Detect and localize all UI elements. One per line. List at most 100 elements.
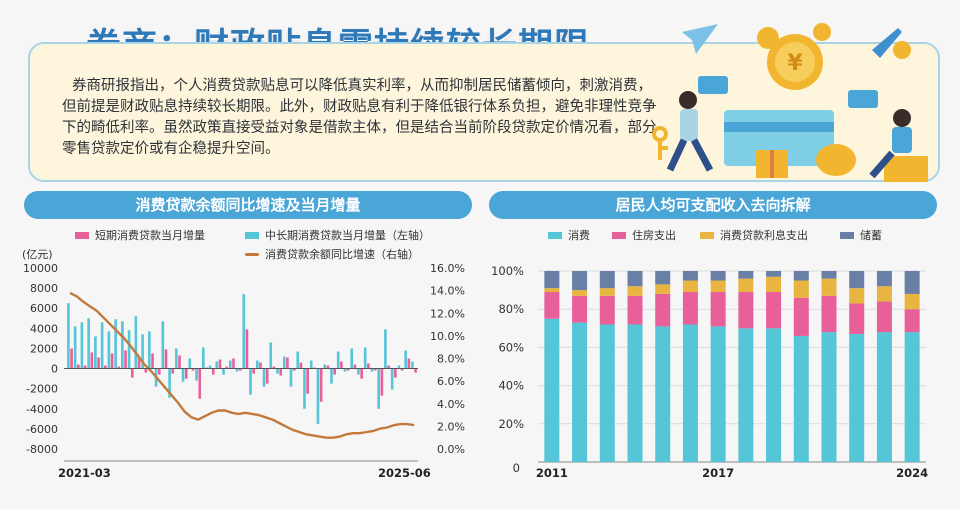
left-axis-unit: (亿元) — [22, 248, 53, 261]
long-term-bar — [404, 350, 407, 369]
short-term-bar — [238, 368, 242, 371]
legend-label: 储蓄 — [860, 229, 882, 242]
interest-segment — [655, 284, 671, 294]
short-term-bar — [97, 357, 100, 369]
legend-short: 短期消费贷款当月增量 — [75, 227, 205, 243]
left-chart: (亿元)10000 8000 6000 4000 2000 0 -2000 -4000 -600… — [22, 248, 465, 480]
long-term-bar — [202, 347, 205, 369]
right-y-tick-label: 14.0% — [430, 285, 465, 298]
long-term-bar — [262, 368, 266, 387]
short-term-bar — [333, 368, 336, 375]
left-y-tick-label: -6000 — [26, 423, 58, 436]
intro-line: 但前提是财政贴息持续较长期限。此外，财政贴息有利于降低银行体系负担，避免非理性竞… — [62, 99, 657, 115]
consume-segment — [655, 326, 671, 462]
interest-segment — [793, 280, 809, 298]
legend-label: 中长期消费贷款当月增量（左轴） — [265, 229, 430, 242]
speech-bubble-icon — [698, 76, 728, 94]
y-tick-label: 100% — [491, 264, 524, 278]
long-term-bar — [215, 361, 219, 369]
long-term-bar — [390, 368, 394, 390]
long-term-bar — [269, 342, 273, 369]
short-term-bar — [211, 368, 215, 375]
saving-segment — [572, 271, 588, 291]
interest-segment — [766, 276, 782, 293]
long-term-bar — [195, 368, 198, 381]
legend-swatch-short — [75, 231, 89, 239]
housing-segment — [876, 301, 892, 333]
left-chart-ticks: (亿元)10000 8000 6000 4000 2000 0 -2000 -4000 -600… — [22, 248, 465, 480]
short-term-bar — [83, 365, 87, 369]
short-term-bar — [124, 350, 127, 369]
legend-housing: 住房支出 — [612, 227, 676, 243]
short-term-bar — [326, 365, 330, 369]
consume-segment — [904, 332, 920, 462]
short-term-bar — [70, 348, 73, 369]
svg-text:¥: ¥ — [787, 51, 803, 76]
short-term-bar — [346, 368, 350, 371]
piggy-bank-icon — [816, 144, 856, 176]
long-term-bar — [397, 365, 401, 369]
left-y-tick-label: -8000 — [26, 443, 58, 456]
long-term-bar — [141, 334, 144, 369]
short-term-bar — [137, 358, 141, 369]
right-y-tick-label: 6.0% — [437, 375, 465, 388]
saving-segment — [793, 271, 809, 281]
x-tick-label: 2011 — [536, 466, 568, 480]
long-term-bar — [87, 318, 90, 369]
interest-segment — [599, 288, 615, 296]
y-tick-label: 40% — [498, 379, 524, 393]
long-term-bar — [242, 294, 246, 369]
right-y-tick-label: 4.0% — [437, 398, 465, 411]
legend-interest: 消费贷款利息支出 — [700, 227, 808, 243]
long-term-bar — [94, 336, 97, 369]
short-term-bar — [157, 368, 161, 375]
legend-label: 消费 — [568, 229, 590, 242]
long-term-bar — [249, 368, 252, 395]
interest-segment — [544, 288, 560, 293]
right-y-tick-label: 0.0% — [437, 443, 465, 456]
short-term-bar — [373, 368, 377, 371]
right-y-tick-label: 16.0% — [430, 262, 465, 275]
long-term-bar — [161, 321, 165, 369]
housing-segment — [904, 309, 920, 333]
right-chart-bars — [544, 271, 920, 462]
short-term-bar — [367, 363, 370, 369]
y-tick-label: 60% — [498, 340, 524, 354]
short-term-bar — [272, 366, 276, 369]
y-tick-label: 20% — [498, 417, 524, 431]
short-term-bar — [306, 368, 309, 394]
consume-segment — [599, 324, 615, 462]
consume-segment — [793, 335, 809, 462]
interest-segment — [627, 286, 643, 296]
consume-segment — [849, 334, 865, 462]
x-tick-label-start: 2021-03 — [58, 466, 111, 480]
growth-line — [69, 291, 415, 439]
short-term-bar — [407, 358, 411, 369]
consume-segment — [682, 324, 698, 462]
long-term-bar — [80, 322, 84, 369]
short-term-bar — [184, 368, 188, 379]
short-term-bar — [292, 368, 296, 371]
interest-segment — [572, 290, 588, 296]
left-panel-title: 消费贷款余额同比增速及当月增量 — [24, 191, 472, 219]
long-term-bar — [296, 351, 300, 369]
long-term-bar — [350, 348, 353, 369]
right-chart: 100% 80% 60% 40% 20% 0 2011 2017 2024 — [491, 264, 928, 480]
short-term-bar — [414, 368, 417, 373]
long-term-bar — [384, 329, 387, 369]
long-term-bar — [235, 368, 239, 372]
long-term-bar — [276, 368, 279, 374]
short-term-bar — [340, 361, 343, 369]
long-term-bar — [121, 321, 124, 369]
saving-segment — [710, 271, 726, 281]
short-term-bar — [313, 367, 316, 369]
housing-segment — [738, 292, 754, 329]
short-term-bar — [265, 368, 269, 384]
short-term-bar — [225, 366, 229, 369]
short-term-bar — [245, 329, 249, 369]
long-term-bar — [330, 368, 333, 384]
y-tick-label: 80% — [498, 302, 524, 316]
short-term-bar — [171, 368, 175, 374]
long-term-bar — [309, 360, 313, 369]
short-term-bar — [131, 368, 134, 378]
